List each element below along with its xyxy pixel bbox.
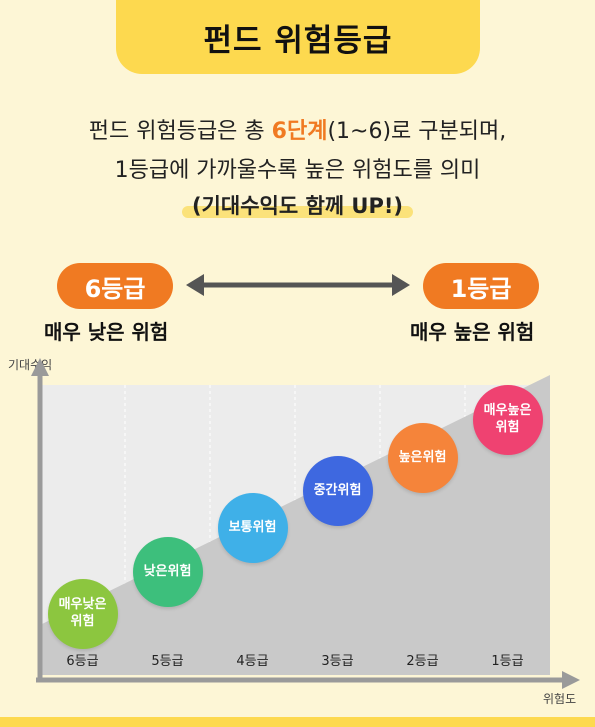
- description-line-3: (기대수익도 함께 UP!): [0, 190, 595, 220]
- x-tick-label: 4등급: [236, 654, 269, 669]
- risk-circle-label: 낮은위험: [143, 563, 192, 579]
- risk-circle-label: 보통위험: [228, 519, 277, 535]
- expected-return-note: (기대수익도 함께 UP!): [181, 190, 414, 220]
- title-banner: 펀드 위험등급: [116, 0, 480, 74]
- risk-circle: 높은위험: [387, 423, 458, 493]
- description-text: 펀드 위험등급은 총: [88, 119, 272, 144]
- x-tick-label: 3등급: [321, 654, 354, 669]
- double-arrow-icon: [186, 274, 410, 296]
- grade-6-pill: 6등급: [57, 263, 173, 309]
- y-axis-arrow-icon: [31, 358, 49, 376]
- x-axis-label: 위험도: [543, 692, 577, 706]
- risk-circle: 낮은위험: [132, 537, 203, 607]
- risk-circle-label: 매우높은 위험: [483, 403, 532, 435]
- x-axis-arrow-icon: [562, 671, 580, 689]
- six-levels-highlight: 6단계: [271, 119, 328, 144]
- risk-circle: 보통위험: [217, 493, 288, 563]
- risk-circle: 중간위험: [302, 456, 373, 526]
- x-tick-label: 2등급: [406, 654, 439, 669]
- bottom-bar: [0, 717, 595, 727]
- very-high-risk-caption: 매우 높은 위험: [410, 320, 535, 344]
- description-line-2: 1등급에 가까울수록 높은 위험도를 의미: [114, 158, 481, 183]
- description-line-1: 펀드 위험등급은 총 6단계(1~6)로 구분되며,: [0, 113, 595, 145]
- risk-circle-label: 높은위험: [398, 449, 447, 465]
- very-low-risk-caption: 매우 낮은 위험: [44, 320, 169, 344]
- description-text: (1~6)로 구분되며,: [327, 119, 507, 144]
- page-title: 펀드 위험등급: [203, 22, 393, 59]
- risk-circle-label: 중간위험: [313, 482, 362, 498]
- x-tick-label: 6등급: [66, 654, 99, 669]
- x-tick-label: 1등급: [491, 654, 524, 669]
- risk-circle: 매우높은 위험: [472, 385, 543, 455]
- grade-1-pill: 1등급: [423, 263, 539, 309]
- risk-circle-label: 매우낮은 위험: [58, 597, 107, 629]
- risk-circle: 매우낮은 위험: [47, 579, 118, 649]
- x-tick-label: 5등급: [151, 654, 184, 669]
